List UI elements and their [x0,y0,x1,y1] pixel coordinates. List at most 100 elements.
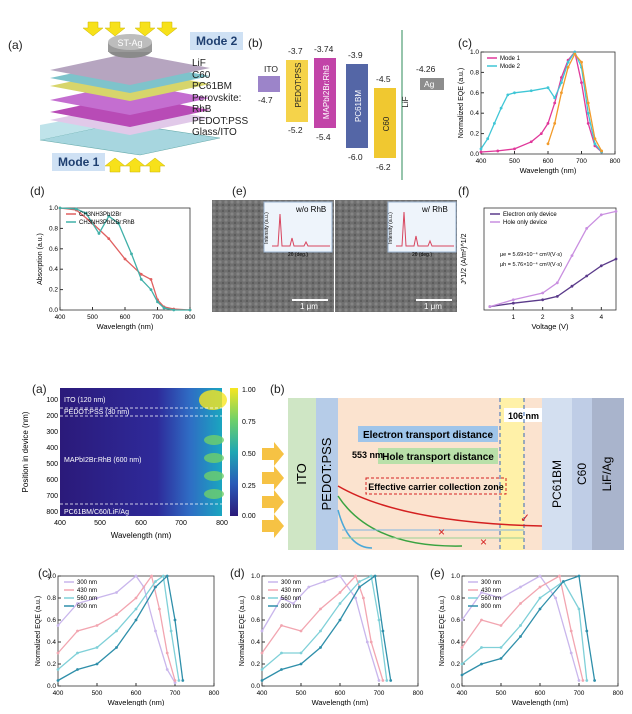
data-point [319,646,322,649]
x-tick-label: 1 [512,314,516,321]
data-point [377,618,381,622]
y-tick-label: 0.8 [47,595,56,602]
data-point [599,213,603,217]
data-point [538,596,542,600]
ito-band [258,76,280,92]
x-tick-label: 500 [87,314,98,321]
recombination-mark: × [480,535,487,549]
fig2c-chart: 400 500 600 700 800 0.0 0.2 0.4 0.6 0.8 1.0 Wavelen… [35,573,220,706]
data-point [299,629,303,633]
pcbm-bottom: -6.0 [348,152,363,162]
data-point [381,629,385,633]
data-point [56,679,60,682]
x-tick-label: 700 [374,690,385,697]
data-point [593,679,596,682]
data-point [560,81,563,84]
pedot-band [286,60,308,122]
y-tick-label: 0.8 [251,595,260,602]
data-point [513,147,516,151]
mobility-annotation: μe = 5.69×10⁻⁴ cm²/(V·s) [500,251,562,258]
data-point [291,602,295,605]
data-point [593,142,597,146]
data-point [511,301,515,305]
layer-pedot: PEDOT:PSS [319,437,334,510]
fig1d-chart: 400 500 600 700 800 0.0 0.2 0.4 0.6 0.8 1.0 Wavelen… [37,205,196,331]
data-point [519,585,522,589]
data-point [488,305,492,308]
data-point [585,629,589,633]
xtick: 700 [175,520,187,527]
distance-553: 553 nm [352,450,383,460]
series-line [489,210,617,308]
data-point [307,585,311,589]
series-line [461,575,580,681]
fig2-panel-b-label: (b) [270,382,285,396]
data-point [460,646,464,649]
series-line [480,50,603,153]
x-axis-label: Wavelength (nm) [512,698,569,706]
fig1-panel-b-label: (b) [248,36,263,50]
data-point [95,596,99,600]
data-point [538,574,542,578]
legend-entry: CH3NH3PbI2Br [79,212,121,218]
data-point [319,607,322,611]
data-point [389,679,393,682]
x-tick-label: 700 [576,158,587,165]
data-point [373,574,377,578]
cbar-tick: 0.75 [242,419,256,426]
scale-bar-left: 1 μm [300,302,318,311]
data-point [365,640,369,644]
data-point [573,50,577,54]
data-point [323,580,326,583]
legend-entry: Mode 2 [500,64,521,70]
data-point [573,52,577,56]
legend-entry: 430 nm [481,588,501,594]
data-point [600,149,603,153]
data-point [56,668,60,671]
legend-entry: 560 nm [77,596,97,602]
data-point [555,295,559,298]
data-point [117,221,120,225]
x-axis-label: Wavelength (nm) [520,166,577,175]
data-point [56,624,60,627]
recombination-mark: × [438,525,445,539]
inset-xlabel-left: 2θ (deg.) [288,252,308,258]
data-point [538,607,542,611]
legend-entry: 430 nm [77,588,97,594]
legend-entry: 560 nm [281,596,301,602]
data-point [480,591,483,594]
data-point [377,679,381,682]
data-point [553,122,557,125]
pcbm-top: -3.9 [348,50,363,60]
ito-label: ITO [264,64,278,74]
data-point [581,679,585,682]
data-point [280,596,283,600]
fig1-panel-c-label: (c) [458,36,472,50]
data-point [546,86,550,90]
inset-ylabel-right: Intensity (a.u.) [388,212,394,244]
x-tick-label: 600 [543,158,554,165]
lif-name: LiF [401,96,410,107]
data-point [97,232,101,235]
data-point [493,122,496,125]
check-mark: ✓ [520,511,530,525]
legend-entry: 560 nm [481,596,501,602]
inset-xlabel-right: 2θ (deg.) [412,252,432,258]
y-tick-label: 0.6 [49,246,58,253]
xtick: 400 [54,520,66,527]
data-point [74,207,78,211]
data-point [614,210,618,213]
data-point [553,96,557,100]
data-point [156,300,159,304]
layer-label: Perovskite: [192,92,242,104]
mobility-annotation: μh = 5.76×10⁻⁴ cm²/(V·s) [500,261,562,268]
data-point [586,111,590,115]
y-tick-label: 0.0 [470,151,479,158]
x-tick-label: 600 [131,690,142,697]
y-tick-label: 0.0 [451,683,460,690]
data-point [173,679,177,682]
data-point [569,651,573,655]
series-line [461,574,584,681]
data-point [260,668,264,671]
y-tick-label: 0.0 [47,683,56,690]
